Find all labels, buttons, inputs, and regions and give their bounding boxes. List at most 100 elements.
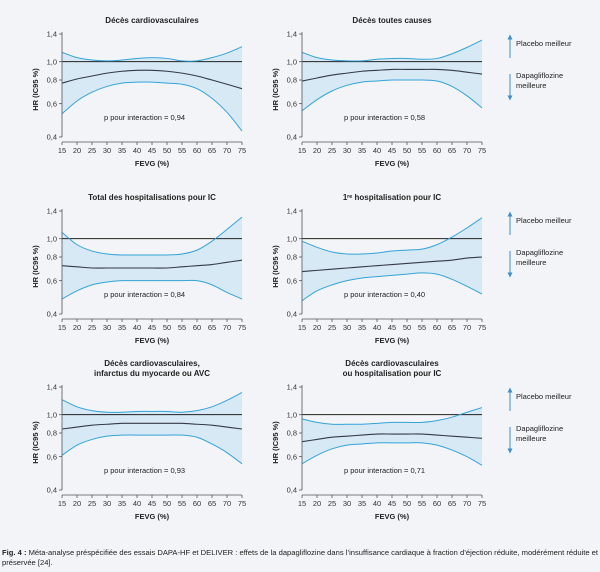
x-tick-label: 65 (448, 499, 456, 508)
x-tick-label: 30 (343, 323, 351, 332)
x-tick-label: 50 (403, 499, 411, 508)
interaction-annotation: p pour interaction = 0,40 (344, 290, 425, 299)
x-axis-label: FEVG (%) (375, 512, 410, 521)
ci-lower-line (301, 442, 483, 466)
x-axis-label: FEVG (%) (375, 336, 410, 345)
y-tick-label: 0,6 (287, 276, 297, 285)
y-tick-label: 1,0 (47, 410, 57, 419)
x-tick-label: 30 (103, 323, 111, 332)
legend-dapagliflozin-better: Dapagliflozine (516, 424, 563, 433)
figure-canvas: Décès cardiovasculaires 0,4 0,6 0,8 1,0 1,4 15… (31, 16, 572, 521)
x-tick-label: 25 (88, 499, 96, 508)
y-axis-label: HR (IC95 %) (31, 68, 40, 111)
ci-lower-line (61, 81, 243, 132)
x-tick-label: 40 (373, 323, 381, 332)
chart-title: Décès toutes causes (352, 16, 432, 25)
y-tick-label: 0,6 (47, 276, 57, 285)
chart-title: infarctus du myocarde ou AVC (94, 369, 210, 378)
interaction-annotation: p pour interaction = 0,93 (104, 466, 185, 475)
x-tick-label: 70 (463, 323, 471, 332)
ci-band (62, 46, 242, 132)
legend-dapagliflozin-better-line2: meilleure (516, 258, 546, 267)
x-tick-label: 75 (238, 146, 246, 155)
x-tick-label: 20 (313, 499, 321, 508)
ci-upper-line (301, 39, 483, 62)
x-tick-label: 55 (418, 499, 426, 508)
x-tick-label: 75 (478, 499, 486, 508)
ci-upper-line (301, 407, 483, 425)
x-tick-label: 35 (118, 146, 126, 155)
x-tick-label: 45 (148, 146, 156, 155)
ci-lower-line (61, 279, 243, 300)
x-tick-label: 30 (103, 499, 111, 508)
x-tick-label: 50 (163, 146, 171, 155)
x-tick-label: 55 (418, 323, 426, 332)
x-tick-label: 25 (88, 146, 96, 155)
x-tick-label: 15 (298, 323, 306, 332)
x-tick-label: 35 (358, 499, 366, 508)
x-tick-label: 45 (388, 323, 396, 332)
x-tick-label: 60 (193, 499, 201, 508)
x-tick-label: 40 (133, 146, 141, 155)
y-tick-label: 0,6 (287, 99, 297, 108)
hr-line (61, 69, 243, 90)
y-tick-label: 0,4 (47, 310, 57, 319)
x-tick-label: 20 (73, 146, 81, 155)
x-tick-label: 25 (328, 323, 336, 332)
x-axis-label: FEVG (%) (135, 336, 170, 345)
x-tick-label: 55 (178, 146, 186, 155)
y-tick-label: 0,6 (47, 452, 57, 461)
y-tick-label: 0,4 (287, 310, 297, 319)
x-tick-label: 70 (223, 323, 231, 332)
interaction-annotation: p pour interaction = 0,58 (344, 113, 425, 122)
ci-band (302, 217, 482, 301)
legend-dapagliflozin-better-line2: meilleure (516, 434, 546, 443)
x-tick-label: 35 (118, 499, 126, 508)
x-tick-label: 15 (58, 146, 66, 155)
x-tick-label: 70 (223, 499, 231, 508)
x-tick-label: 25 (328, 499, 336, 508)
x-tick-label: 50 (163, 323, 171, 332)
ci-upper-line (61, 392, 243, 413)
x-tick-label: 55 (178, 499, 186, 508)
x-tick-label: 45 (388, 146, 396, 155)
y-axis-label: HR (IC95 %) (271, 245, 280, 288)
legend-dapagliflozin-better: Dapagliflozine (516, 248, 563, 257)
hr-line (301, 433, 483, 443)
ci-band (62, 217, 242, 300)
caption-text: Méta-analyse préspécifiée des essais DAP… (2, 548, 599, 567)
ci-upper-line (301, 217, 483, 255)
y-tick-label: 1,4 (287, 207, 297, 216)
ci-lower-line (61, 434, 243, 465)
chart-title: Décès cardiovasculaires (345, 359, 439, 368)
y-tick-label: 0,8 (47, 253, 57, 262)
y-axis-label: HR (IC95 %) (31, 421, 40, 464)
x-tick-label: 30 (343, 146, 351, 155)
x-tick-label: 40 (133, 323, 141, 332)
x-tick-label: 25 (88, 323, 96, 332)
x-tick-label: 65 (208, 146, 216, 155)
caption-label: Fig. 4 : (2, 548, 27, 557)
x-tick-label: 35 (358, 146, 366, 155)
x-tick-label: 20 (313, 323, 321, 332)
x-tick-label: 15 (298, 499, 306, 508)
legend-placebo-better: Placebo meilleur (516, 216, 572, 225)
ci-upper-line (61, 46, 243, 62)
chart-panel-3: Total des hospitalisations pour IC 0,4 0,6… (31, 193, 246, 345)
chart-title: 1ʳᵉ hospitalisation pour IC (343, 193, 442, 202)
x-tick-label: 70 (223, 146, 231, 155)
ci-lower-line (301, 79, 483, 112)
x-tick-label: 45 (148, 323, 156, 332)
y-tick-label: 0,6 (287, 452, 297, 461)
x-tick-label: 15 (298, 146, 306, 155)
y-tick-label: 0,8 (47, 429, 57, 438)
y-tick-label: 0,4 (47, 486, 57, 495)
x-tick-label: 15 (58, 323, 66, 332)
y-tick-label: 1,0 (47, 57, 57, 66)
hr-line (301, 68, 483, 82)
x-tick-label: 50 (403, 323, 411, 332)
